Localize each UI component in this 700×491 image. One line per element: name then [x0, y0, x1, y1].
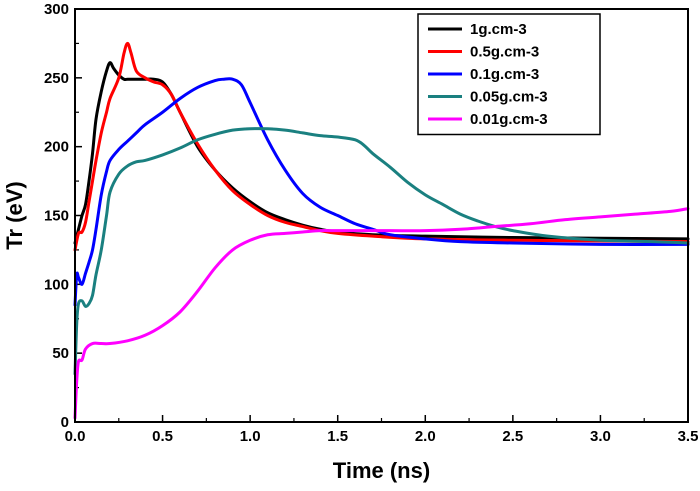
series-line-4	[73, 207, 690, 420]
series-layer	[73, 41, 690, 420]
x-tick-label: 3.5	[678, 428, 699, 445]
x-tick-label: 2.0	[415, 428, 436, 445]
x-tick-label: 3.0	[590, 428, 611, 445]
plot-frame	[74, 8, 689, 423]
x-tick-label: 1.0	[240, 428, 261, 445]
y-tick-label: 250	[44, 70, 69, 87]
x-tick-label: 1.5	[327, 428, 348, 445]
legend-label: 1g.cm-3	[470, 21, 527, 38]
x-tick-label: 0.0	[65, 428, 86, 445]
series-line-1	[73, 41, 690, 252]
y-tick-label: 300	[44, 1, 69, 18]
legend-label: 0.1g.cm-3	[470, 66, 539, 83]
series-line-3	[73, 127, 690, 376]
y-tick-label: 100	[44, 276, 69, 293]
legend-label: 0.05g.cm-3	[470, 89, 548, 106]
legend: 1g.cm-3 0.5g.cm-3 0.1g.cm-3 0.05g.cm-3 0.01g…	[417, 13, 601, 136]
y-tick-label: 150	[44, 208, 69, 225]
y-axis-title: Tr (eV)	[2, 181, 27, 249]
legend-label: 0.01g.cm-3	[470, 111, 548, 128]
y-tick-label: 0	[61, 414, 69, 431]
x-tick-label: 2.5	[502, 428, 523, 445]
x-tick-label: 0.5	[152, 428, 173, 445]
y-tick-label: 200	[44, 139, 69, 156]
x-axis-title: Time (ns)	[333, 458, 430, 483]
tick-layer: 0.0 0.5 1.0 1.5 2.0 2.5 3.0 3.5 0 50 100 150 200 250 3…	[44, 1, 698, 445]
y-tick-label: 50	[52, 345, 69, 362]
legend-label: 0.5g.cm-3	[470, 44, 539, 61]
